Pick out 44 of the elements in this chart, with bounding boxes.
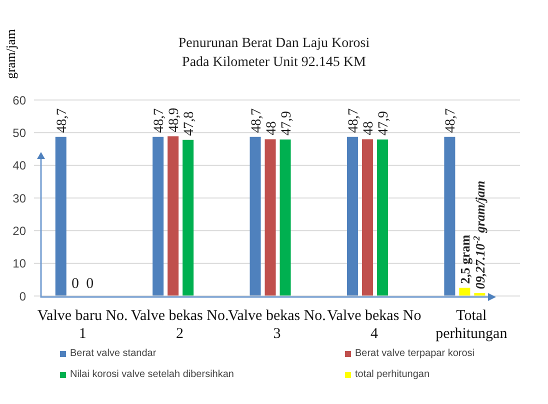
data-label: 48	[264, 121, 280, 136]
bar	[264, 139, 276, 296]
bar	[444, 136, 456, 296]
y-tick-label: 0	[19, 289, 26, 304]
data-label: 48	[361, 121, 376, 136]
x-tick-label: Valve bekas No. 2	[130, 308, 229, 342]
y-tick-label: 40	[12, 158, 26, 173]
data-label: 48,7	[54, 108, 70, 133]
y-tick-label: 10	[12, 256, 26, 271]
data-label: 48,7	[444, 108, 459, 133]
legend-label: Berat valve terpapar korosi	[354, 348, 476, 359]
y-tick-label: 60	[12, 93, 26, 108]
x-tick-label: Valve bekas No. 3	[228, 308, 326, 342]
bar	[250, 136, 261, 296]
legend-label: Nilai korosi valve setelah dibersihkan	[69, 369, 235, 380]
bar	[280, 140, 291, 296]
data-label: 2,5 gram	[458, 234, 473, 284]
bar	[152, 136, 164, 296]
data-label: 48,7	[249, 108, 264, 133]
x-tick-label: Valve baru No. 1	[37, 308, 128, 342]
y-tick-label: 50	[12, 126, 26, 140]
bar	[346, 136, 358, 296]
y-tick-label: 30	[12, 191, 26, 206]
bar	[376, 140, 388, 296]
data-label: 0	[72, 276, 80, 292]
x-tick-label: Total perhitungan	[436, 308, 508, 342]
y-axis-title: gram/jam	[3, 28, 19, 81]
legend-label: Berat valve standar	[69, 348, 158, 359]
x-tick-label: Valve bekas No 4	[327, 308, 422, 342]
bar	[362, 139, 373, 296]
bar	[459, 288, 470, 296]
data-label: 47,9	[376, 111, 392, 136]
data-label: 48,7	[152, 108, 168, 133]
data-label: 47,9	[279, 111, 294, 136]
data-label: 47,8	[182, 111, 198, 136]
data-label: 48,9	[167, 108, 182, 132]
chart-title: Penurunan Berat Dan Laju Korosi Pada Kilometer Unit 92.145 KM	[178, 36, 370, 70]
data-label: 48,7	[346, 108, 362, 133]
y-tick-label: 20	[12, 224, 26, 238]
data-label: 0	[86, 276, 94, 292]
legend-label: total perhitungan	[354, 369, 431, 380]
bar	[168, 136, 179, 296]
bar	[182, 140, 194, 296]
bar	[55, 136, 66, 296]
